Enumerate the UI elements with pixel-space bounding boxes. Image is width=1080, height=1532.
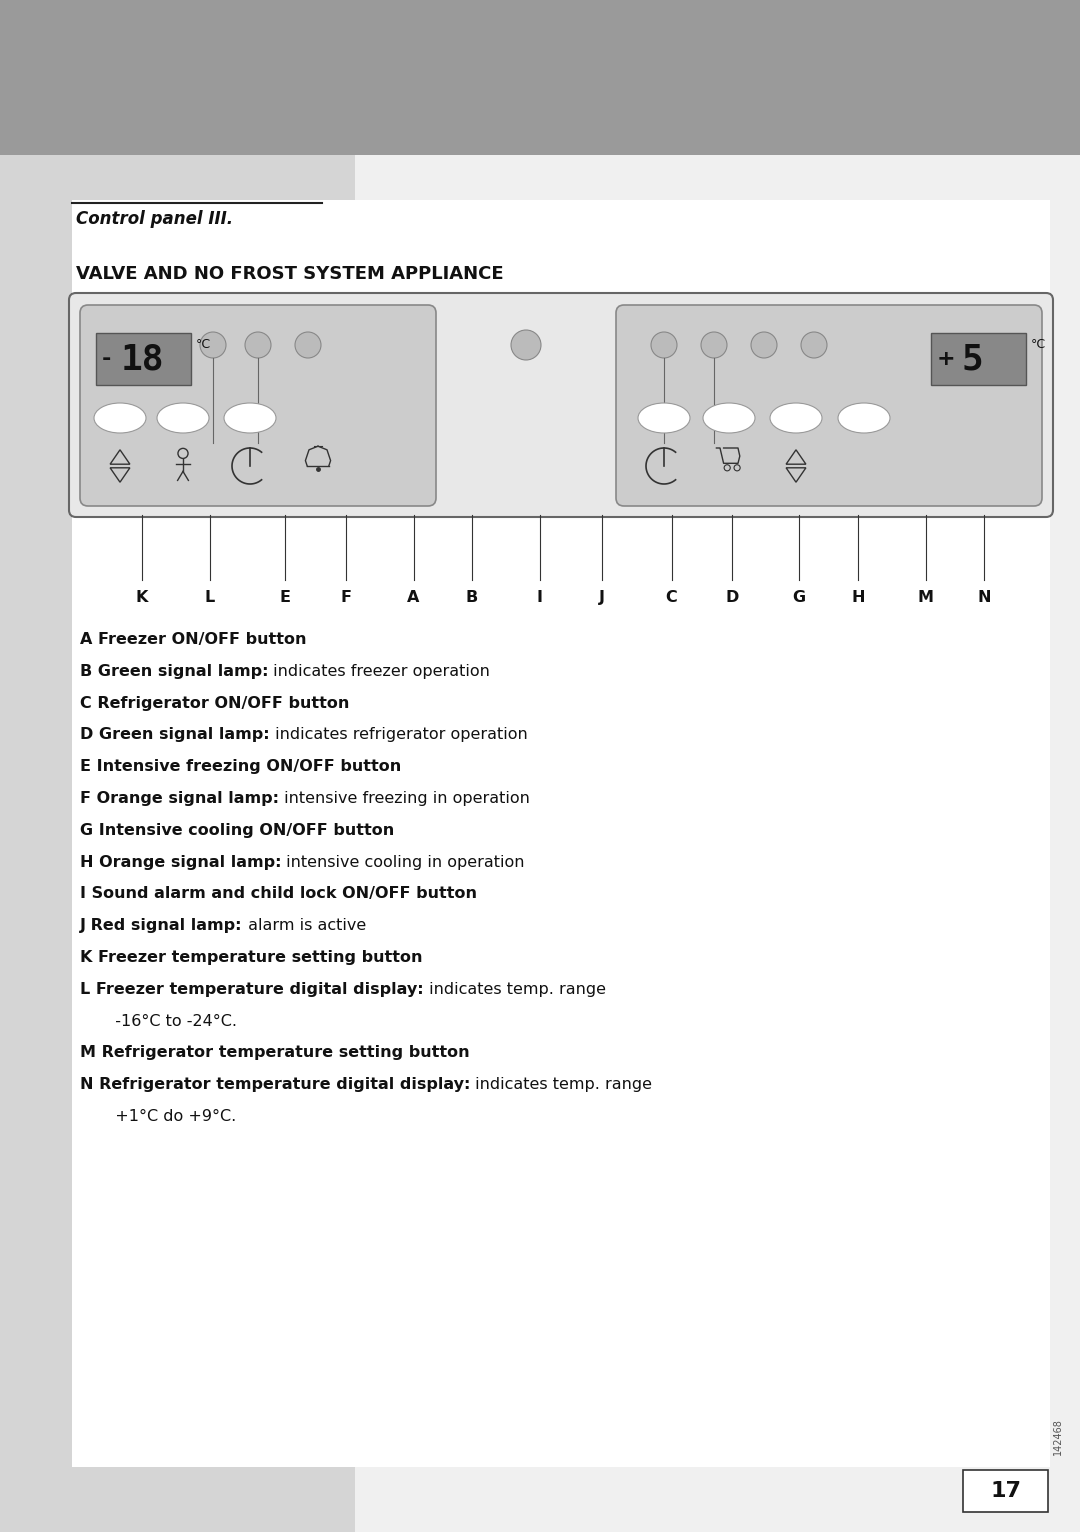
Circle shape <box>200 332 226 358</box>
Text: intensive cooling in operation: intensive cooling in operation <box>282 855 525 870</box>
Text: I Sound alarm and child lock ON/OFF button: I Sound alarm and child lock ON/OFF butt… <box>80 887 477 901</box>
Text: °C: °C <box>1031 339 1047 351</box>
Ellipse shape <box>94 403 146 434</box>
Circle shape <box>751 332 777 358</box>
Bar <box>0 0 1080 155</box>
Text: C Refrigerator ON/OFF button: C Refrigerator ON/OFF button <box>80 696 349 711</box>
Text: 142468: 142468 <box>1053 1419 1063 1455</box>
Text: E: E <box>279 590 291 605</box>
Text: I: I <box>537 590 542 605</box>
Text: indicates refrigerator operation: indicates refrigerator operation <box>270 728 527 743</box>
Text: C: C <box>665 590 677 605</box>
Text: Control panel III.: Control panel III. <box>76 210 233 228</box>
Text: °C: °C <box>195 339 211 351</box>
Text: indicates temp. range: indicates temp. range <box>471 1077 652 1092</box>
Ellipse shape <box>770 403 822 434</box>
Circle shape <box>801 332 827 358</box>
Ellipse shape <box>838 403 890 434</box>
Text: G Intensive cooling ON/OFF button: G Intensive cooling ON/OFF button <box>80 823 394 838</box>
Text: G: G <box>792 590 806 605</box>
FancyBboxPatch shape <box>80 305 436 506</box>
Circle shape <box>701 332 727 358</box>
Text: J: J <box>598 590 605 605</box>
Bar <box>0 155 355 1532</box>
Text: N Refrigerator temperature digital display:: N Refrigerator temperature digital displ… <box>80 1077 471 1092</box>
Text: M: M <box>918 590 934 605</box>
Text: -: - <box>102 349 111 369</box>
Bar <box>72 201 1050 1468</box>
Text: E Intensive freezing ON/OFF button: E Intensive freezing ON/OFF button <box>80 760 402 774</box>
Text: A: A <box>407 590 420 605</box>
Text: D Green signal lamp:: D Green signal lamp: <box>80 728 270 743</box>
FancyBboxPatch shape <box>616 305 1042 506</box>
Text: 17: 17 <box>990 1481 1021 1501</box>
Text: 5: 5 <box>961 342 983 375</box>
Text: indicates temp. range: indicates temp. range <box>423 982 606 997</box>
Text: -16°C to -24°C.: -16°C to -24°C. <box>105 1014 237 1028</box>
Text: J Red signal lamp:: J Red signal lamp: <box>80 918 243 933</box>
Circle shape <box>245 332 271 358</box>
Text: D: D <box>725 590 739 605</box>
Text: 18: 18 <box>121 342 164 375</box>
Text: H Orange signal lamp:: H Orange signal lamp: <box>80 855 282 870</box>
Bar <box>931 332 1026 385</box>
Text: VALVE AND NO FROST SYSTEM APPLIANCE: VALVE AND NO FROST SYSTEM APPLIANCE <box>76 265 503 283</box>
Circle shape <box>511 329 541 360</box>
Circle shape <box>651 332 677 358</box>
Text: A Freezer ON/OFF button: A Freezer ON/OFF button <box>80 633 307 647</box>
Text: B Green signal lamp:: B Green signal lamp: <box>80 663 269 679</box>
Text: L Freezer temperature digital display:: L Freezer temperature digital display: <box>80 982 423 997</box>
Text: F: F <box>340 590 351 605</box>
Ellipse shape <box>638 403 690 434</box>
Text: H: H <box>851 590 865 605</box>
FancyBboxPatch shape <box>69 293 1053 516</box>
Text: intensive freezing in operation: intensive freezing in operation <box>279 791 530 806</box>
Text: B: B <box>465 590 477 605</box>
Circle shape <box>295 332 321 358</box>
Ellipse shape <box>157 403 210 434</box>
Text: M Refrigerator temperature setting button: M Refrigerator temperature setting butto… <box>80 1045 470 1060</box>
Text: K Freezer temperature setting button: K Freezer temperature setting button <box>80 950 422 965</box>
Text: indicates freezer operation: indicates freezer operation <box>269 663 490 679</box>
Text: F Orange signal lamp:: F Orange signal lamp: <box>80 791 279 806</box>
Text: K: K <box>136 590 148 605</box>
Text: L: L <box>205 590 215 605</box>
Text: +1°C do +9°C.: +1°C do +9°C. <box>105 1109 237 1124</box>
Bar <box>96 332 191 385</box>
Ellipse shape <box>703 403 755 434</box>
Text: +: + <box>937 349 956 369</box>
Bar <box>355 155 1080 1532</box>
Ellipse shape <box>224 403 276 434</box>
Text: alarm is active: alarm is active <box>243 918 366 933</box>
Bar <box>963 1471 1048 1512</box>
Text: N: N <box>977 590 990 605</box>
